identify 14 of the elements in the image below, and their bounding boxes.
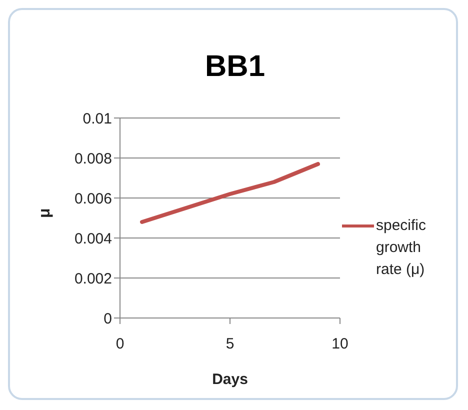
- line-series: [140, 162, 320, 224]
- chart-title: BB1: [204, 50, 266, 84]
- y-tick-label: 0.01: [82, 110, 112, 128]
- y-tick-label: 0: [104, 310, 112, 328]
- y-tick-label: 0.006: [74, 190, 112, 208]
- x-axis-title: Days: [212, 371, 248, 388]
- y-axis-title: μ: [36, 208, 54, 218]
- y-tick-label: 0.004: [74, 230, 112, 248]
- y-tick-label: 0.008: [74, 150, 112, 168]
- legend-label: specific growth rate (μ): [376, 216, 428, 280]
- x-tick-label: 0: [116, 336, 124, 353]
- y-tick-label: 0.002: [74, 270, 112, 288]
- x-tick-label: 5: [226, 336, 234, 353]
- x-tick-label: 10: [332, 336, 348, 353]
